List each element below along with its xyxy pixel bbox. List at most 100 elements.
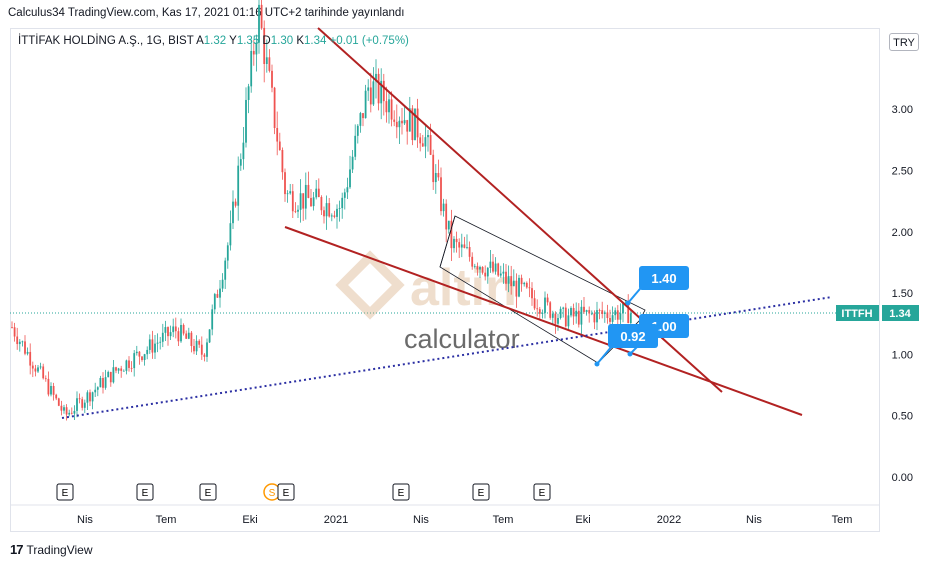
candle-body xyxy=(505,271,507,284)
svg-text:E: E xyxy=(62,488,69,499)
candle-body xyxy=(317,188,320,198)
candle-body xyxy=(520,277,523,285)
time-axis[interactable]: Nis Tem Eki 2021 Nis Tem Eki 2022 Nis Tem xyxy=(10,504,880,526)
candle-body xyxy=(333,215,336,217)
candle-body xyxy=(55,394,58,399)
candle-body xyxy=(388,99,390,113)
candle-body xyxy=(411,108,414,141)
candle-body xyxy=(471,256,474,267)
candle-body xyxy=(323,210,325,217)
candle-body xyxy=(455,238,458,243)
candle-body xyxy=(206,342,208,357)
earnings-marker: E xyxy=(392,483,410,501)
candle-body xyxy=(336,208,338,217)
candle-body xyxy=(424,137,427,147)
callout-bottom[interactable]: 0.92 xyxy=(594,324,659,367)
candle-body xyxy=(135,351,138,354)
candle-body xyxy=(429,135,432,155)
candle-body xyxy=(403,120,406,124)
candle-body xyxy=(99,377,102,388)
candle-body xyxy=(268,57,271,71)
footer-brand: 17 TradingView xyxy=(10,542,93,557)
svg-text:E: E xyxy=(478,488,485,499)
price-tag: ITTFH 1.34 xyxy=(836,305,919,321)
candle-body xyxy=(143,354,146,361)
candle-body xyxy=(91,392,94,402)
candle-body xyxy=(203,354,206,357)
candle-body xyxy=(286,193,289,195)
candle-body xyxy=(245,99,247,143)
candle-body xyxy=(37,367,39,372)
candle-body xyxy=(590,313,593,315)
candle-body xyxy=(224,260,227,280)
candle-body xyxy=(76,398,78,411)
candle-body xyxy=(523,282,526,285)
candle-body xyxy=(57,398,60,406)
candle-body xyxy=(122,370,125,372)
earnings-marker: E xyxy=(472,483,490,501)
candle-body xyxy=(86,392,89,403)
candle-body xyxy=(453,238,455,249)
candle-body xyxy=(284,172,286,195)
open-label: A xyxy=(196,35,204,47)
candle-body xyxy=(133,353,136,369)
price-axis[interactable]: 3.00 2.50 2.00 1.50 1.00 0.50 0.00 xyxy=(892,104,913,484)
candle-body xyxy=(554,313,557,324)
candle-body xyxy=(450,220,453,249)
candle-body xyxy=(492,261,494,272)
candle-body xyxy=(533,298,536,309)
candle-body xyxy=(44,378,47,380)
candle-body xyxy=(328,203,331,217)
candle-body xyxy=(343,192,346,198)
candle-body xyxy=(356,125,359,136)
candle-body xyxy=(499,273,502,276)
callout-top[interactable]: 1.40 xyxy=(625,266,690,306)
candle-body xyxy=(174,326,177,332)
candle-body xyxy=(564,307,567,327)
candle-body xyxy=(130,367,133,369)
currency-button[interactable]: TRY xyxy=(889,33,919,51)
candle-body xyxy=(208,329,211,343)
candle-body xyxy=(60,405,63,411)
candle-body xyxy=(247,86,250,100)
svg-text:E: E xyxy=(539,488,546,499)
svg-text:E: E xyxy=(283,488,290,499)
candle-body xyxy=(141,356,143,361)
candle-body xyxy=(299,193,302,210)
callout-top-label: 1.40 xyxy=(651,271,676,286)
candle-body xyxy=(484,272,487,277)
event-markers: SE E E E E E E xyxy=(56,483,551,501)
candle-body xyxy=(138,351,141,357)
candle-body xyxy=(377,73,380,104)
candle-body xyxy=(497,263,500,276)
lower-trendline[interactable] xyxy=(284,226,803,416)
candle-body xyxy=(229,223,232,246)
candle-body xyxy=(427,135,429,138)
candle-body xyxy=(437,172,440,178)
candle-body xyxy=(346,187,349,193)
y-tick-label: 0.00 xyxy=(892,472,913,484)
candle-body xyxy=(390,99,393,120)
candle-body xyxy=(512,280,515,287)
candle-body xyxy=(562,307,565,309)
candle-body xyxy=(50,385,52,395)
candle-body xyxy=(538,309,541,314)
candle-body xyxy=(200,344,203,355)
candle-body xyxy=(341,197,344,209)
footer-brand-text: TradingView xyxy=(26,542,93,557)
svg-text:S: S xyxy=(269,488,276,499)
high-label: Y xyxy=(229,35,237,47)
candle-body xyxy=(294,211,297,213)
candle-body xyxy=(148,339,151,350)
candle-body xyxy=(263,27,266,65)
tradingview-logo-icon: 17 xyxy=(10,542,24,557)
candle-body xyxy=(330,215,333,217)
candle-body xyxy=(349,169,351,188)
candle-body xyxy=(385,101,388,113)
candle-body xyxy=(278,141,281,151)
low-value: 1.30 xyxy=(270,35,294,47)
candle-body xyxy=(559,308,562,318)
candle-body xyxy=(575,310,578,317)
candle-body xyxy=(481,266,484,273)
